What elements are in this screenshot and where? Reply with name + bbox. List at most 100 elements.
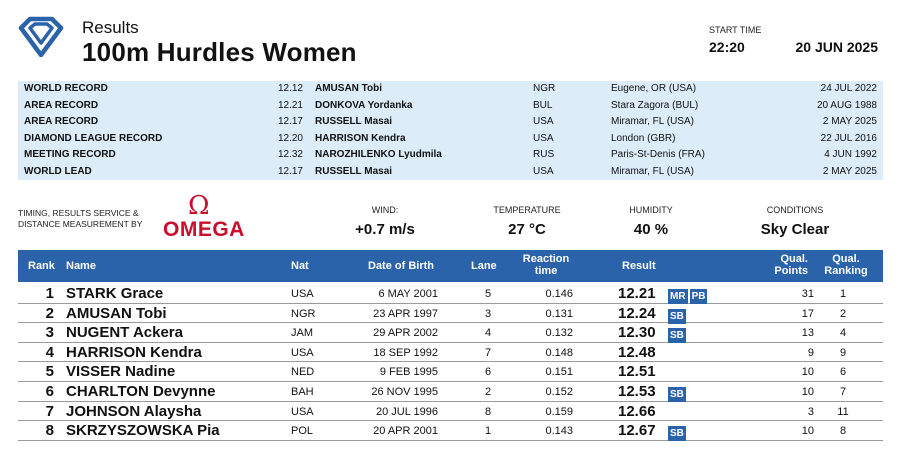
record-row: AREA RECORD 12.17 RUSSELL Masai USA Miramar,… <box>18 114 883 131</box>
qual-points-cell: 10 <box>801 366 814 379</box>
record-row: AREA RECORD 12.21 DONKOVA Yordanka BUL Stara… <box>18 98 883 115</box>
record-nat: USA <box>533 132 554 144</box>
wind-label: WIND: <box>371 205 399 215</box>
dob-cell: 20 JUL 1996 <box>376 405 438 418</box>
record-holder: AMUSAN Tobi <box>315 83 383 94</box>
athlete-name: NUGENT Ackera <box>66 324 183 342</box>
lane-cell: 2 <box>484 386 492 398</box>
record-nat: USA <box>533 116 554 127</box>
qual-points-cell: 3 <box>807 405 814 418</box>
qual-points-cell: 10 <box>801 386 814 398</box>
wind-value: +0.7 m/s <box>355 221 415 238</box>
result-cell: 12.66 <box>618 402 656 420</box>
result-badges: SB <box>668 306 688 324</box>
record-holder: HARRISON Kendra <box>315 132 406 144</box>
result-badges: SB <box>668 384 688 402</box>
start-time-value: 22:20 <box>709 39 745 55</box>
record-label: WORLD RECORD <box>24 83 108 94</box>
record-label: AREA RECORD <box>24 99 99 111</box>
result-cell: 12.67 <box>618 422 656 440</box>
record-venue: London (GBR) <box>611 132 676 144</box>
record-nat: RUS <box>533 149 555 160</box>
record-date: 24 JUL 2022 <box>820 83 877 94</box>
nat-cell: NED <box>291 366 315 379</box>
badge-pb: PB <box>689 289 708 304</box>
qual-ranking-cell: 11 <box>837 405 849 418</box>
record-venue: Miramar, FL (USA) <box>611 165 694 177</box>
result-badges: SB <box>668 325 688 344</box>
table-row: 7 JOHNSON Alaysha USA 20 JUL 1996 8 0.159 12.6… <box>18 402 883 422</box>
col-reaction: Reaction time <box>516 253 576 277</box>
nat-cell: NGR <box>291 307 316 320</box>
temperature-value: 27 °C <box>508 221 546 238</box>
col-name: Name <box>66 260 96 272</box>
athlete-name: AMUSAN Tobi <box>66 304 167 322</box>
col-qual-ranking: Qual. Ranking <box>814 253 878 277</box>
result-cell: 12.48 <box>618 343 656 361</box>
wind-block: WIND: +0.7 m/s <box>320 205 450 238</box>
omega-logo: OMEGA <box>163 218 245 241</box>
conditions-label: CONDITIONS <box>766 205 824 215</box>
table-row: 2 AMUSAN Tobi NGR 23 APR 1997 3 0.131 12.24 17 2… <box>18 304 883 324</box>
timing-credit-line2: DISTANCE MEASUREMENT BY <box>18 219 143 229</box>
page-title: 100m Hurdles Women <box>82 37 357 67</box>
record-nat: BUL <box>533 99 553 111</box>
qual-points-cell: 10 <box>801 425 814 438</box>
reaction-cell: 0.132 <box>545 327 573 340</box>
rank-cell: 6 <box>45 383 54 400</box>
col-rank: Rank <box>28 260 55 272</box>
athlete-name: STARK Grace <box>66 285 164 302</box>
temperature-block: TEMPERATURE 27 °C <box>462 205 592 238</box>
temperature-label: TEMPERATURE <box>493 205 561 215</box>
reaction-cell: 0.151 <box>545 366 573 379</box>
dob-cell: 26 NOV 1995 <box>371 386 438 398</box>
result-badges: MR PB <box>668 286 709 304</box>
qual-points-cell: 9 <box>807 346 814 359</box>
omega-symbol-icon: Ω <box>188 191 210 221</box>
lane-cell: 7 <box>484 346 492 359</box>
record-mark: 12.32 <box>277 149 303 160</box>
record-mark: 12.12 <box>277 83 303 94</box>
record-row: WORLD LEAD 12.17 RUSSELL Masai USA Miramar, … <box>18 164 883 181</box>
qual-ranking-cell: 2 <box>839 307 847 320</box>
col-qual-ranking-line2: Ranking <box>824 265 868 277</box>
result-badges: SB <box>668 423 688 442</box>
nat-cell: BAH <box>291 386 314 398</box>
qual-ranking-cell: 4 <box>839 327 847 340</box>
result-cell: 12.21 <box>618 285 656 302</box>
col-qual-ranking-line1: Qual. <box>832 253 860 265</box>
col-qual-points-line1: Qual. <box>780 253 808 265</box>
record-nat: NGR <box>533 83 556 94</box>
record-date: 2 MAY 2025 <box>822 116 877 127</box>
results-table-header: Rank Name Nat Date of Birth Lane Reactio… <box>18 250 883 282</box>
dob-cell: 18 SEP 1992 <box>373 346 438 359</box>
qual-ranking-cell: 6 <box>839 366 847 379</box>
record-date: 20 AUG 1988 <box>816 99 877 111</box>
record-holder: NAROZHILENKO Lyudmila <box>315 149 442 160</box>
nat-cell: USA <box>291 288 314 300</box>
badge-sb: SB <box>668 328 686 344</box>
qual-points-cell: 17 <box>801 307 814 320</box>
result-cell: 12.24 <box>618 304 656 322</box>
badge-sb: SB <box>668 387 686 402</box>
record-venue: Paris-St-Denis (FRA) <box>611 149 705 160</box>
nat-cell: POL <box>291 425 314 438</box>
timing-credit-line1: TIMING, RESULTS SERVICE & <box>18 208 139 218</box>
record-row: WORLD RECORD 12.12 AMUSAN Tobi NGR Eugene, O… <box>18 81 883 98</box>
record-holder: DONKOVA Yordanka <box>315 99 413 111</box>
record-mark: 12.17 <box>277 116 303 127</box>
record-nat: USA <box>533 165 554 177</box>
humidity-label: HUMIDITY <box>629 205 673 215</box>
result-cell: 12.53 <box>618 383 656 400</box>
page-subtitle: Results <box>82 18 139 37</box>
record-label: MEETING RECORD <box>24 149 116 160</box>
record-venue: Miramar, FL (USA) <box>611 116 694 127</box>
rank-cell: 2 <box>45 304 54 322</box>
qual-ranking-cell: 7 <box>839 386 847 398</box>
reaction-cell: 0.152 <box>545 386 573 398</box>
rank-cell: 3 <box>45 324 54 342</box>
result-cell: 12.30 <box>618 324 656 342</box>
col-nat: Nat <box>291 260 309 272</box>
records-panel: WORLD RECORD 12.12 AMUSAN Tobi NGR Eugene, O… <box>18 81 883 180</box>
dob-cell: 29 APR 2002 <box>373 327 438 340</box>
